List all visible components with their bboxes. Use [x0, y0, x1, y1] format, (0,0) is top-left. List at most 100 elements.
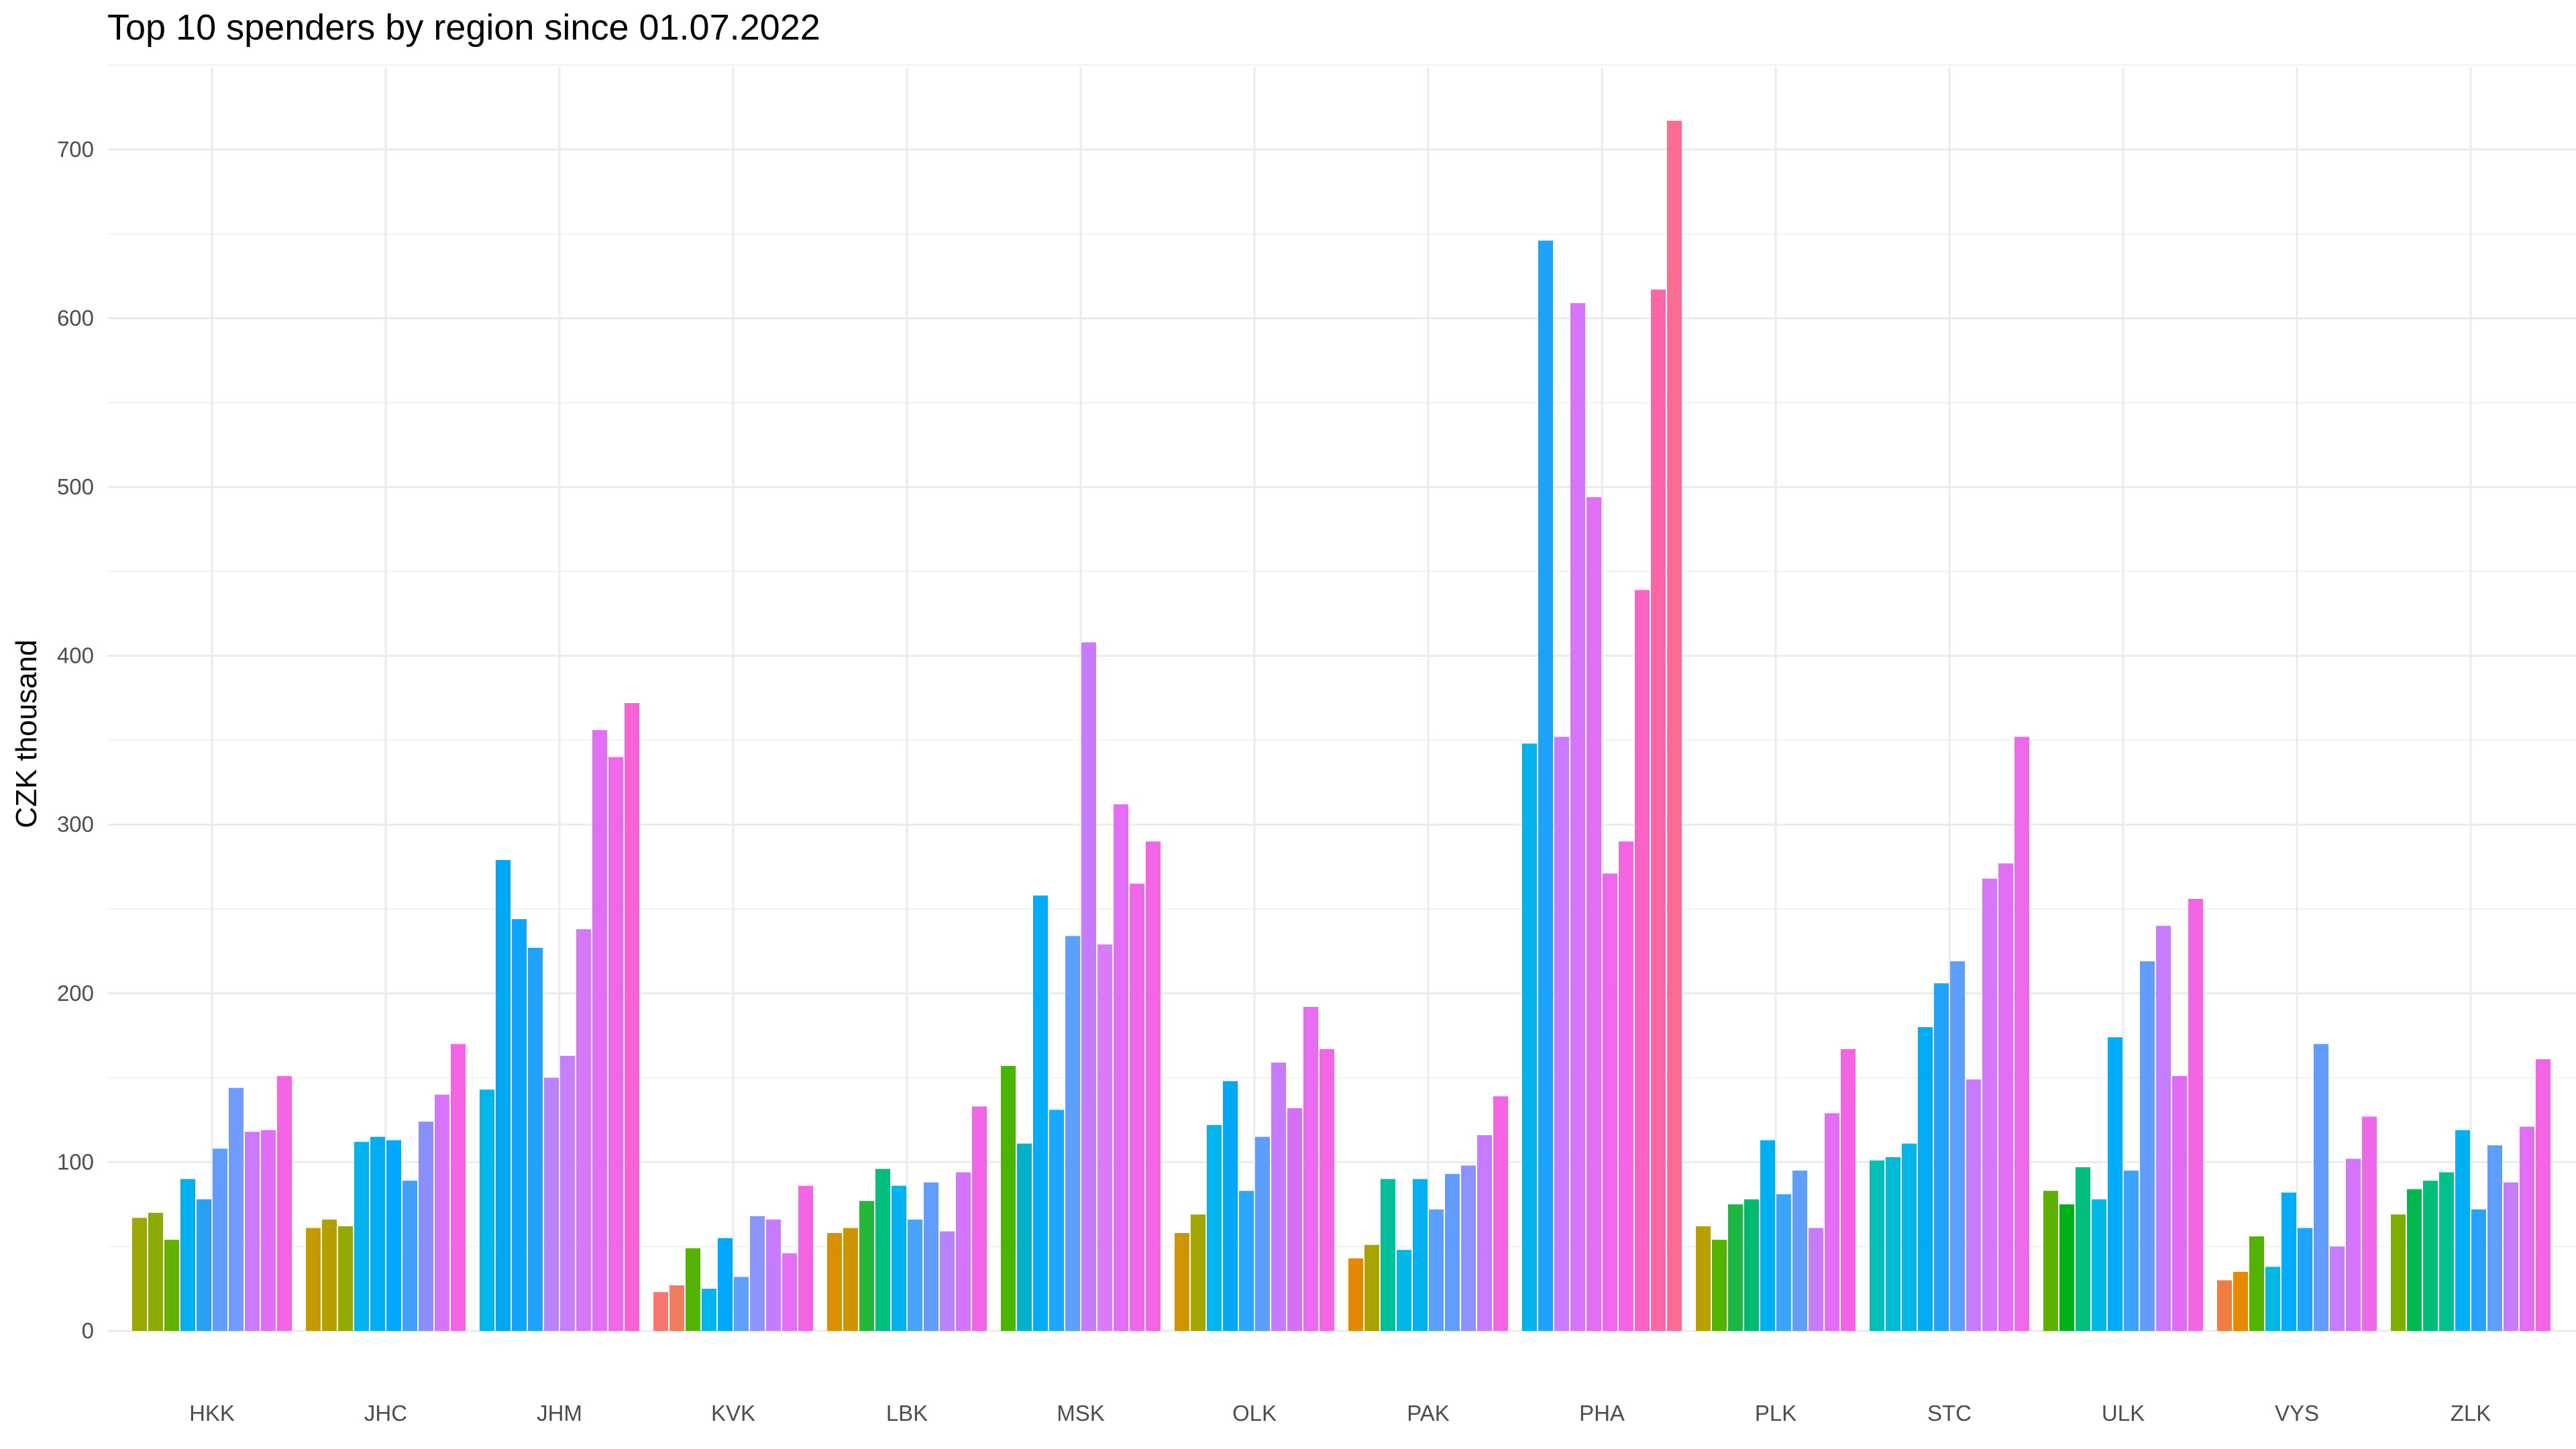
bar-ulk-7	[2140, 961, 2155, 1331]
bar-kvk-8	[766, 1219, 781, 1331]
x-tick-label: PHA	[1579, 1401, 1625, 1426]
bar-jhm-2	[496, 860, 511, 1331]
bar-plk-8	[1809, 1228, 1823, 1331]
bar-plk-5	[1760, 1140, 1775, 1331]
bar-zlk-3	[2423, 1181, 2438, 1331]
bar-ulk-1	[2043, 1191, 2058, 1331]
bar-ulk-4	[2092, 1199, 2106, 1331]
x-tick-label: LBK	[886, 1401, 928, 1426]
bar-ulk-3	[2076, 1167, 2090, 1331]
bar-vys-9	[2346, 1159, 2361, 1331]
bar-olk-4	[1223, 1081, 1238, 1331]
bar-jhm-7	[576, 929, 591, 1331]
bar-hkk-9	[261, 1130, 276, 1331]
bar-ulk-10	[2188, 898, 2203, 1331]
x-tick-label: MSK	[1057, 1401, 1105, 1426]
bar-vys-6	[2298, 1228, 2312, 1331]
bar-jhc-1	[306, 1228, 321, 1331]
bar-plk-7	[1792, 1170, 1807, 1331]
bar-ulk-8	[2156, 926, 2171, 1331]
bar-pha-5	[1587, 497, 1601, 1332]
bar-vys-3	[2249, 1236, 2264, 1331]
bar-hkk-1	[132, 1218, 147, 1331]
bar-zlk-10	[2536, 1059, 2551, 1331]
bar-msk-10	[1146, 841, 1161, 1331]
bar-pha-7	[1619, 841, 1633, 1331]
bar-pha-3	[1554, 737, 1569, 1331]
bar-hkk-3	[164, 1240, 179, 1331]
bar-jhc-5	[370, 1136, 385, 1331]
bar-vys-4	[2265, 1267, 2280, 1331]
bar-stc-6	[1950, 961, 1965, 1331]
bar-lbk-3	[859, 1201, 874, 1331]
bar-msk-9	[1130, 883, 1144, 1331]
bar-jhc-7	[402, 1181, 417, 1331]
bar-pha-4	[1570, 303, 1585, 1332]
bar-ulk-2	[2059, 1204, 2074, 1331]
bar-jhm-5	[544, 1077, 559, 1331]
bar-lbk-1	[827, 1233, 842, 1331]
bar-lbk-6	[908, 1219, 922, 1331]
bar-plk-3	[1728, 1204, 1743, 1331]
bar-pha-1	[1522, 743, 1537, 1331]
bar-lbk-2	[843, 1228, 858, 1331]
x-tick-label: HKK	[189, 1401, 235, 1426]
bar-stc-8	[1982, 878, 1997, 1331]
bar-plk-4	[1744, 1199, 1759, 1331]
bar-vys-7	[2314, 1044, 2328, 1331]
bar-pak-6	[1429, 1209, 1444, 1331]
bar-vys-5	[2282, 1192, 2296, 1331]
y-tick-label: 300	[57, 812, 94, 837]
bar-zlk-2	[2407, 1189, 2422, 1331]
bar-lbk-10	[972, 1106, 987, 1331]
bar-kvk-7	[750, 1216, 765, 1331]
bar-olk-9	[1303, 1006, 1318, 1331]
bar-jhm-9	[608, 757, 623, 1331]
bar-msk-6	[1081, 642, 1096, 1332]
bar-pak-10	[1493, 1096, 1508, 1331]
bar-hkk-10	[277, 1076, 292, 1331]
x-tick-label: PAK	[1407, 1401, 1450, 1426]
bar-jhm-10	[625, 703, 639, 1331]
bar-olk-5	[1239, 1191, 1254, 1331]
bar-kvk-5	[718, 1238, 733, 1331]
bar-kvk-9	[782, 1253, 797, 1331]
bar-plk-2	[1712, 1240, 1727, 1331]
x-tick-label: JHM	[537, 1401, 582, 1426]
bar-stc-1	[1870, 1160, 1884, 1331]
bar-lbk-9	[956, 1172, 971, 1331]
bar-msk-1	[1001, 1065, 1016, 1331]
bar-pha-9	[1651, 289, 1666, 1332]
bar-stc-2	[1886, 1157, 1900, 1331]
bar-vys-8	[2330, 1246, 2345, 1331]
bar-pak-7	[1445, 1174, 1460, 1331]
bar-jhm-8	[592, 730, 607, 1331]
bar-pha-2	[1538, 240, 1553, 1331]
bar-jhc-9	[435, 1094, 449, 1331]
bar-zlk-8	[2504, 1182, 2518, 1331]
bar-stc-9	[1998, 863, 2013, 1331]
bar-zlk-4	[2439, 1172, 2454, 1331]
bar-msk-3	[1033, 895, 1048, 1331]
bar-stc-4	[1918, 1027, 1933, 1331]
bar-olk-10	[1320, 1049, 1334, 1331]
bar-hkk-6	[213, 1148, 227, 1331]
bar-jhm-1	[480, 1089, 494, 1331]
x-tick-label: KVK	[711, 1401, 755, 1426]
bar-hkk-5	[197, 1199, 211, 1331]
bar-stc-5	[1934, 983, 1949, 1331]
bar-stc-7	[1966, 1079, 1981, 1331]
bar-olk-2	[1191, 1214, 1205, 1331]
bar-olk-7	[1271, 1062, 1286, 1331]
bar-jhc-4	[354, 1142, 369, 1331]
bar-ulk-6	[2124, 1170, 2139, 1331]
bar-pha-8	[1635, 590, 1650, 1331]
bar-msk-8	[1114, 804, 1128, 1331]
bar-plk-6	[1776, 1194, 1791, 1331]
x-tick-label: ULK	[2102, 1401, 2145, 1426]
bar-pak-1	[1348, 1258, 1363, 1331]
x-tick-label: PLK	[1755, 1401, 1796, 1426]
bar-stc-3	[1902, 1143, 1917, 1331]
